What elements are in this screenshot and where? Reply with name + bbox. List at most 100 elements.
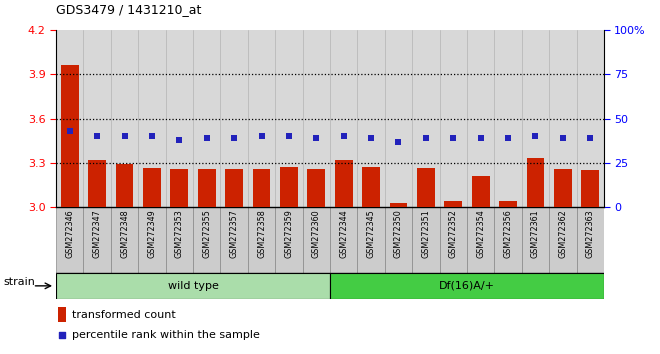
Point [448, 135, 459, 141]
Bar [302, 207, 330, 273]
Bar [577, 30, 604, 207]
Bar [527, 159, 544, 207]
Text: GSM272347: GSM272347 [92, 209, 102, 258]
Point [585, 135, 595, 141]
Text: wild type: wild type [168, 281, 218, 291]
Bar [417, 168, 435, 207]
Bar [56, 207, 83, 273]
Bar [440, 30, 467, 207]
Bar [61, 65, 79, 207]
Bar [577, 207, 604, 273]
Bar [275, 207, 302, 273]
Text: GSM272352: GSM272352 [449, 209, 458, 258]
Text: GSM272353: GSM272353 [175, 209, 184, 258]
Bar [115, 164, 133, 207]
Text: GSM272355: GSM272355 [202, 209, 211, 258]
Bar [581, 170, 599, 207]
Text: GSM272358: GSM272358 [257, 209, 266, 258]
Point [65, 128, 75, 134]
Point [229, 135, 240, 141]
Text: GSM272354: GSM272354 [476, 209, 485, 258]
Point [147, 133, 157, 139]
Bar [362, 167, 380, 207]
Point [558, 135, 568, 141]
Bar [549, 207, 577, 273]
Bar [385, 207, 412, 273]
Text: GSM272361: GSM272361 [531, 209, 540, 258]
Bar [412, 30, 440, 207]
Bar [467, 207, 494, 273]
Bar [549, 30, 577, 207]
Text: GSM272344: GSM272344 [339, 209, 348, 258]
Point [393, 139, 404, 144]
Bar [444, 201, 462, 207]
Point [256, 133, 267, 139]
Bar [58, 307, 66, 322]
Bar [111, 207, 138, 273]
Bar [225, 169, 243, 207]
Point [339, 133, 349, 139]
Bar [88, 160, 106, 207]
Text: GSM272346: GSM272346 [65, 209, 75, 258]
Text: transformed count: transformed count [73, 309, 176, 320]
Text: GSM272356: GSM272356 [504, 209, 513, 258]
Bar [193, 30, 220, 207]
Bar [166, 30, 193, 207]
Bar [330, 207, 358, 273]
Bar [193, 207, 220, 273]
Bar [335, 160, 352, 207]
Bar [138, 30, 166, 207]
Text: GSM272363: GSM272363 [585, 209, 595, 258]
Bar [308, 170, 325, 207]
Bar [472, 176, 490, 207]
Bar [275, 30, 302, 207]
Text: strain: strain [3, 277, 35, 287]
Point [503, 135, 513, 141]
Text: GSM272349: GSM272349 [147, 209, 156, 258]
Text: GDS3479 / 1431210_at: GDS3479 / 1431210_at [56, 3, 201, 16]
Point [201, 135, 212, 141]
Bar [385, 30, 412, 207]
Point [420, 135, 431, 141]
Bar [83, 207, 111, 273]
Text: GSM272359: GSM272359 [284, 209, 294, 258]
Bar [280, 167, 298, 207]
Text: Df(16)A/+: Df(16)A/+ [439, 281, 495, 291]
Bar [330, 273, 604, 299]
Text: GSM272357: GSM272357 [230, 209, 239, 258]
Bar [198, 169, 216, 207]
Text: GSM272348: GSM272348 [120, 209, 129, 258]
Point [311, 135, 321, 141]
Point [119, 133, 130, 139]
Bar [220, 207, 248, 273]
Point [92, 133, 102, 139]
Text: GSM272360: GSM272360 [312, 209, 321, 258]
Bar [389, 203, 407, 207]
Bar [253, 169, 271, 207]
Bar [302, 30, 330, 207]
Bar [83, 30, 111, 207]
Point [530, 133, 541, 139]
Text: GSM272345: GSM272345 [366, 209, 376, 258]
Text: GSM272362: GSM272362 [558, 209, 568, 258]
Bar [166, 207, 193, 273]
Bar [499, 201, 517, 207]
Point [174, 137, 185, 143]
Point [475, 135, 486, 141]
Point [57, 332, 67, 338]
Text: percentile rank within the sample: percentile rank within the sample [73, 330, 260, 340]
Text: GSM272351: GSM272351 [421, 209, 430, 258]
Bar [56, 30, 83, 207]
Bar [111, 30, 138, 207]
Bar [412, 207, 440, 273]
Point [284, 133, 294, 139]
Bar [440, 207, 467, 273]
Bar [56, 273, 330, 299]
Bar [220, 30, 248, 207]
Text: GSM272350: GSM272350 [394, 209, 403, 258]
Bar [521, 30, 549, 207]
Bar [138, 207, 166, 273]
Bar [554, 170, 572, 207]
Bar [521, 207, 549, 273]
Point [366, 135, 376, 141]
